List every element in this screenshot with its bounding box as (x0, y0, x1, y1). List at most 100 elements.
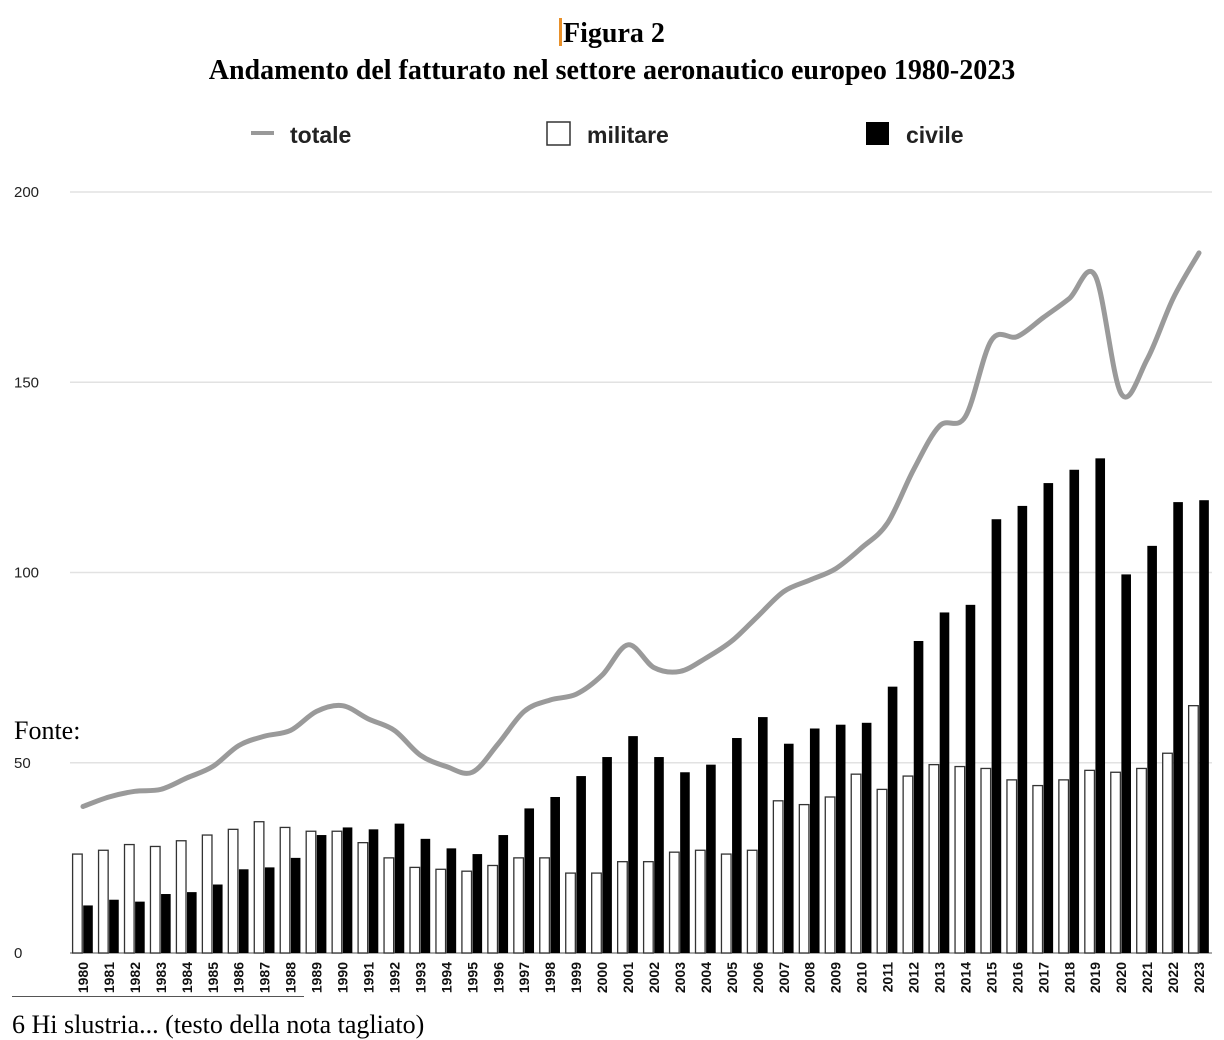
bar-militare-2020 (1110, 771, 1122, 954)
chart: totale militare civile 0 50 100 150 200 1980… (14, 121, 1212, 993)
x-tick-label: 1996 (490, 962, 506, 993)
x-tick-label: 2021 (1139, 962, 1155, 993)
x-axis: 1980 1981 1982 1983 1984 1985 1986 1987 1988 1989… (75, 962, 1207, 993)
figure-label-text: Figura 2 (563, 18, 665, 49)
bar-civile-2020 (1121, 574, 1131, 953)
legend: totale militare civile (251, 121, 964, 148)
bar-civile-1994 (446, 848, 457, 953)
bar-militare-2018 (1058, 779, 1070, 954)
legend-militare-label: militare (587, 122, 669, 148)
bar-militare-2011 (876, 788, 888, 954)
x-tick-label: 2008 (802, 962, 818, 993)
bar-civile-2004 (706, 764, 716, 953)
x-tick-label: 1987 (257, 962, 273, 993)
bar-civile-1991 (368, 829, 379, 953)
bar-militare-1992 (383, 857, 395, 954)
bar-militare-1984 (175, 840, 187, 954)
bar-civile-2014 (965, 604, 976, 953)
x-tick-label: 2000 (594, 962, 610, 993)
bar-civile-2018 (1069, 469, 1080, 953)
bar-militare-2004 (694, 849, 706, 954)
bar-militare-1981 (97, 849, 109, 954)
x-tick-label: 1992 (386, 962, 402, 993)
bar-militare-2022 (1162, 752, 1173, 954)
source-label: Fonte: (14, 716, 85, 746)
x-tick-label: 1993 (412, 962, 428, 993)
x-tick-label: 2023 (1191, 962, 1207, 993)
bar-civile-2012 (913, 640, 924, 953)
line-layer (80, 250, 1202, 810)
x-tick-label: 2005 (724, 962, 740, 993)
bar-militare-1985 (201, 834, 213, 954)
y-axis: 0 50 100 150 200 (14, 184, 1212, 962)
x-tick-label: 1982 (127, 962, 143, 993)
x-tick-label: 2004 (698, 962, 714, 993)
bar-militare-1998 (539, 857, 551, 954)
bar-civile-1998 (550, 796, 560, 953)
bar-civile-2003 (680, 772, 690, 953)
bar-civile-2013 (939, 612, 950, 953)
bar-civile-1985 (212, 884, 223, 953)
bar-civile-2005 (732, 738, 742, 953)
x-tick-label: 1984 (179, 962, 195, 993)
x-tick-label: 1980 (75, 962, 91, 993)
bar-civile-1981 (109, 899, 119, 953)
bar-civile-1983 (161, 894, 171, 953)
x-tick-label: 2018 (1061, 962, 1077, 993)
x-tick-label: 2003 (672, 962, 688, 993)
bar-civile-1984 (187, 892, 197, 953)
bar-civile-1993 (420, 838, 431, 953)
y-tick-label: 50 (14, 755, 31, 772)
bar-civile-2011 (887, 686, 898, 953)
bar-militare-1980 (71, 853, 83, 954)
x-tick-label: 2022 (1165, 962, 1181, 993)
bar-militare-2015 (980, 767, 992, 954)
x-tick-label: 1981 (101, 962, 117, 993)
bar-civile-2008 (809, 728, 820, 953)
x-tick-label: 2020 (1113, 962, 1129, 993)
bar-militare-2013 (928, 764, 940, 954)
bar-militare-1986 (227, 828, 239, 954)
gridlines (70, 191, 1212, 764)
x-tick-label: 1994 (438, 962, 454, 993)
bar-civile-2016 (1017, 505, 1028, 953)
bar-civile-2022 (1173, 502, 1183, 953)
x-tick-label: 2002 (646, 962, 662, 993)
bar-militare-1995 (461, 870, 473, 954)
bar-civile-2019 (1095, 458, 1106, 953)
x-tick-label: 2001 (620, 962, 636, 993)
bar-militare-1996 (487, 864, 499, 954)
footnote: 6 Hi slustria... (testo della nota tagli… (12, 1010, 425, 1039)
bar-civile-2010 (861, 722, 872, 953)
bar-militare-2012 (902, 775, 914, 954)
bar-civile-1990 (342, 827, 353, 953)
bar-militare-1993 (409, 866, 421, 954)
y-tick-label: 0 (14, 945, 22, 962)
x-tick-label: 2006 (750, 962, 766, 993)
x-tick-label: 2012 (906, 962, 922, 993)
figure-label: Figura 2 (0, 18, 1224, 50)
x-tick-label: 2016 (1009, 962, 1025, 993)
bar-militare-1990 (331, 830, 343, 954)
x-tick-label: 2013 (931, 962, 947, 993)
bar-civile-1988 (290, 857, 301, 953)
bar-militare-2009 (824, 796, 836, 954)
bar-militare-2010 (850, 773, 862, 954)
bar-militare-2001 (616, 861, 628, 954)
bar-civile-2001 (628, 736, 638, 953)
bar-civile-1995 (472, 854, 483, 953)
x-tick-label: 2017 (1035, 962, 1051, 993)
bar-militare-1989 (305, 830, 317, 954)
bar-militare-1999 (565, 872, 576, 954)
bar-militare-2017 (1032, 784, 1044, 954)
x-tick-label: 2009 (828, 962, 844, 993)
bar-civile-2000 (602, 757, 612, 953)
x-tick-label: 2019 (1087, 962, 1103, 993)
x-tick-label: 1989 (309, 962, 325, 993)
bar-civile-1996 (498, 835, 509, 953)
bar-civile-1982 (135, 901, 145, 953)
bar-civile-2007 (783, 743, 794, 953)
bar-civile-1997 (524, 808, 535, 953)
x-tick-label: 2015 (983, 962, 999, 993)
bar-civile-2017 (1043, 483, 1054, 953)
